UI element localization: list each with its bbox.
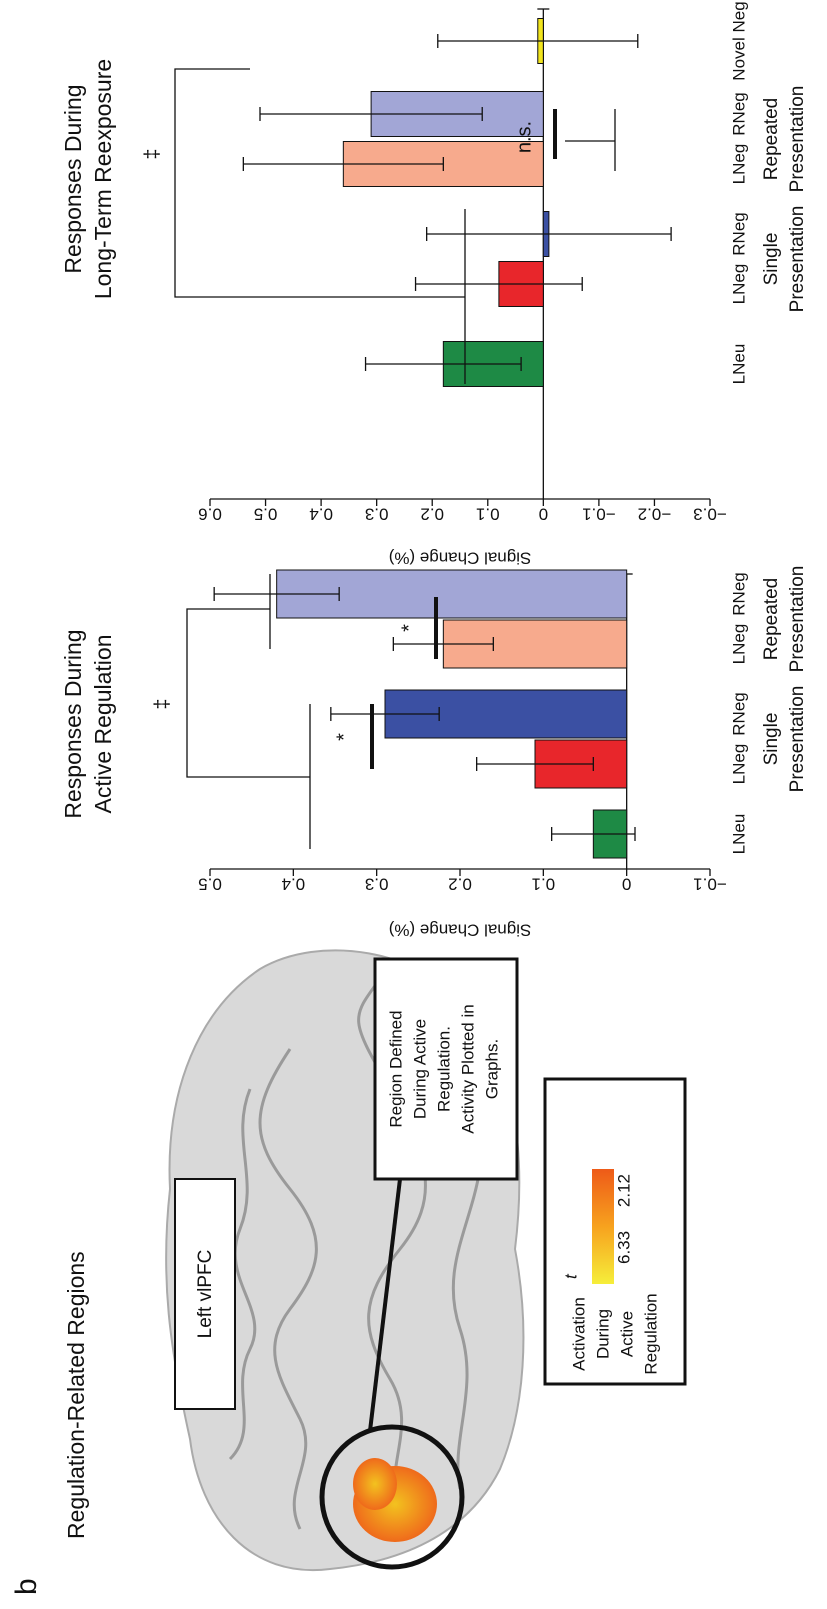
y-tick-label: 0.4 xyxy=(282,875,306,894)
panel-title: Regulation-Related Regions xyxy=(63,1251,89,1539)
y-tick-label: 0.3 xyxy=(365,505,389,524)
callout-line: Activity Plotted in xyxy=(458,1004,477,1133)
error-bar xyxy=(426,227,672,241)
callout-box xyxy=(373,957,519,1181)
annotation: * xyxy=(398,624,420,632)
legend-max: 6.33 xyxy=(614,1231,633,1264)
annotation: * xyxy=(333,733,355,741)
significance-bracket xyxy=(174,68,466,384)
x-tick-label: RNeg xyxy=(729,692,748,735)
y-tick-label: 0.1 xyxy=(476,505,500,524)
y-axis-label: Signal Change (%) xyxy=(389,549,532,568)
legend-title: Activation xyxy=(569,1297,588,1371)
error-bar xyxy=(437,34,639,48)
x-tick-label: RNeg xyxy=(729,92,748,135)
error-bar xyxy=(476,757,594,771)
x-tick-label: LNeu xyxy=(729,344,748,385)
x-tick-label: LNeg xyxy=(729,144,748,185)
callout-line: Region Defined xyxy=(386,1010,405,1127)
y-tick-label: 0.2 xyxy=(448,875,472,894)
error-bar xyxy=(392,637,494,651)
y-tick-label: −0.2 xyxy=(638,505,672,524)
y-tick-label: −0.3 xyxy=(693,505,727,524)
callout-line: During Active xyxy=(410,1019,429,1119)
x-tick-label: RNeg xyxy=(729,212,748,255)
callout-line: Regulation. xyxy=(434,1026,453,1112)
x-tick-label: LNeg xyxy=(729,744,748,785)
callout-line xyxy=(368,1178,402,1432)
legend-box xyxy=(543,1077,687,1386)
y-tick-label: 0.4 xyxy=(309,505,333,524)
annotation: ‡ xyxy=(151,698,173,709)
significance-bracket xyxy=(186,574,311,849)
legend-symbol: t xyxy=(561,1273,580,1279)
charts: Responses During Active RegulationSignal … xyxy=(60,1,808,939)
group-label: Presentation xyxy=(787,206,808,313)
y-tick-label: 0.6 xyxy=(198,505,222,524)
legend-title: Active xyxy=(617,1311,636,1357)
y-tick-label: 0.5 xyxy=(254,505,278,524)
legend-title: During xyxy=(593,1309,612,1359)
group-label: Repeated xyxy=(761,98,782,180)
chart-title: Responses During xyxy=(60,629,86,818)
panel-label: b xyxy=(10,1578,43,1595)
group-label: Single xyxy=(761,713,782,766)
error-bar xyxy=(259,107,483,121)
significance-bracket xyxy=(565,109,616,171)
callout-line: Graphs. xyxy=(482,1039,501,1099)
x-tick-label: LNeu xyxy=(729,814,748,855)
annotation: ‡ xyxy=(141,148,163,159)
y-tick-label: 0 xyxy=(622,875,631,894)
chart-title: Active Regulation xyxy=(90,635,116,814)
color-bar xyxy=(592,1169,614,1284)
error-bar xyxy=(330,707,440,721)
y-tick-label: 0.3 xyxy=(365,875,389,894)
error-bar xyxy=(364,357,522,371)
error-bar xyxy=(242,157,444,171)
x-tick-label: Novel Neg xyxy=(729,1,748,80)
group-label: Presentation xyxy=(787,686,808,793)
x-tick-label: RNeg xyxy=(729,572,748,615)
y-tick-label: −0.1 xyxy=(693,875,727,894)
annotation: n.s. xyxy=(513,121,535,153)
group-label: Presentation xyxy=(787,566,808,673)
y-tick-label: 0.2 xyxy=(420,505,444,524)
region-box xyxy=(174,1178,236,1410)
group-label: Presentation xyxy=(787,86,808,193)
y-tick-label: 0 xyxy=(539,505,548,524)
legend-title: Regulation xyxy=(641,1293,660,1374)
y-tick-label: 0.5 xyxy=(198,875,222,894)
error-bar xyxy=(414,277,583,291)
y-tick-label: −0.1 xyxy=(582,505,616,524)
error-bar xyxy=(551,827,636,841)
error-bar xyxy=(213,587,340,601)
chart-title: Responses During xyxy=(60,84,86,273)
y-axis-label: Signal Change (%) xyxy=(389,921,532,940)
callout-text: Region Defined During Active Regulation. Ac… xyxy=(386,1004,501,1133)
y-tick-label: 0.1 xyxy=(532,875,556,894)
x-tick-label: LNeg xyxy=(729,264,748,305)
legend-min: 2.12 xyxy=(614,1174,633,1207)
chart-title: Long-Term Reexposure xyxy=(90,59,116,299)
group-label: Single xyxy=(761,233,782,286)
region-label: Left vlPFC xyxy=(195,1250,216,1339)
region-circle xyxy=(319,1424,465,1570)
group-label: Repeated xyxy=(761,578,782,660)
x-tick-label: LNeg xyxy=(729,624,748,665)
legend: Activation During Active Regulation t 6.33 2.1… xyxy=(561,1174,660,1375)
